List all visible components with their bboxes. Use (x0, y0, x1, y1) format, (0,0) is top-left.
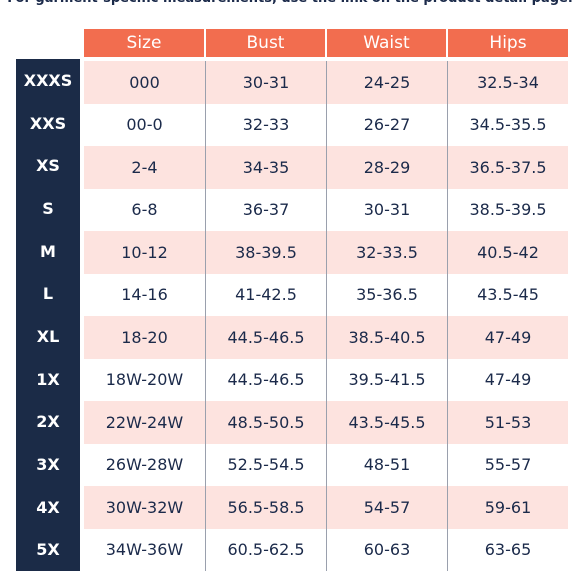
cell-waist: 24-25 (327, 61, 448, 104)
cell-bust: 36-37 (206, 188, 327, 231)
cell-hips: 43.5-45 (477, 285, 539, 305)
cell-waist: 30-31 (327, 188, 448, 231)
cell-hips: 32.5-34 (477, 72, 539, 92)
size-label: XXS (29, 113, 67, 133)
size-label: 2X (36, 412, 60, 432)
cell-hips: 38.5-39.5 (469, 200, 547, 220)
cell-hips: 59-61 (484, 497, 532, 517)
cell-bust: 34-35 (206, 146, 327, 189)
cell-hips: 47-49 (484, 327, 532, 347)
cell-size: 26W-28W (84, 443, 206, 486)
cell-waist: 60-63 (327, 528, 448, 571)
cell-size: 10-12 (84, 231, 206, 274)
table-row: 00-0 32-33 26-27 34.5-35.5 (84, 103, 568, 146)
cell-bust: 56.5-58.5 (206, 486, 327, 529)
size-label: XS (36, 156, 60, 176)
cell-bust: 41-42.5 (206, 273, 327, 316)
cell-bust: 52.5-54.5 (206, 443, 327, 486)
header-size: Size (84, 29, 206, 57)
size-table-body: 000 30-31 24-25 32.5-34 00-0 32-33 26-27 34.5-3… (84, 61, 568, 571)
cell-waist: 28-29 (327, 146, 448, 189)
table-row: 26W-28W 52.5-54.5 48-51 55-57 (84, 443, 568, 486)
table-row: 000 30-31 24-25 32.5-34 (84, 61, 568, 104)
cell-bust: 60.5-62.5 (206, 528, 327, 571)
cell-hips: 51-53 (484, 412, 532, 432)
size-label: XL (36, 326, 60, 346)
cell-waist: 35-36.5 (327, 273, 448, 316)
cell-waist: 54-57 (327, 486, 448, 529)
cell-bust: 32-33 (206, 103, 327, 146)
table-header: Size Bust Waist Hips (84, 29, 568, 57)
cell-waist: 39.5-41.5 (327, 358, 448, 401)
cell-size: 30W-32W (84, 486, 206, 529)
cell-size: 2-4 (84, 146, 206, 189)
size-label-column: XXXS XXS XS S M L XL 1X 2X 3X 4X 5X (16, 59, 80, 571)
cell-size: 00-0 (84, 103, 206, 146)
cell-bust: 38-39.5 (206, 231, 327, 274)
table-row: 14-16 41-42.5 35-36.5 43.5-45 (84, 273, 568, 316)
cell-bust: 44.5-46.5 (206, 316, 327, 359)
table-row: 6-8 36-37 30-31 38.5-39.5 (84, 188, 568, 231)
size-label: S (42, 198, 54, 218)
cell-waist: 26-27 (327, 103, 448, 146)
header-waist: Waist (327, 29, 448, 57)
cell-hips: 55-57 (484, 455, 532, 475)
cell-hips: 34.5-35.5 (469, 115, 547, 135)
table-row: 18W-20W 44.5-46.5 39.5-41.5 47-49 (84, 358, 568, 401)
cell-bust: 44.5-46.5 (206, 358, 327, 401)
cell-size: 14-16 (84, 273, 206, 316)
cell-hips: 40.5-42 (477, 242, 539, 262)
cell-waist: 43.5-45.5 (327, 401, 448, 444)
cell-waist: 32-33.5 (327, 231, 448, 274)
cell-size: 34W-36W (84, 528, 206, 571)
cell-bust: 30-31 (206, 61, 327, 104)
header-hips: Hips (448, 29, 568, 57)
cell-size: 22W-24W (84, 401, 206, 444)
size-label: XXXS (23, 70, 73, 90)
cell-size: 18W-20W (84, 358, 206, 401)
table-row: 34W-36W 60.5-62.5 60-63 63-65 (84, 528, 568, 571)
cell-waist: 48-51 (327, 443, 448, 486)
size-label: L (42, 284, 54, 304)
cell-hips: 36.5-37.5 (469, 157, 547, 177)
cell-bust: 48.5-50.5 (206, 401, 327, 444)
table-row: 2-4 34-35 28-29 36.5-37.5 (84, 146, 568, 189)
size-label: 3X (36, 454, 60, 474)
size-label: 4X (36, 497, 60, 517)
top-note: For garment-specific measurements, use t… (0, 0, 580, 9)
cell-waist: 38.5-40.5 (327, 316, 448, 359)
cell-size: 6-8 (84, 188, 206, 231)
table-row: 10-12 38-39.5 32-33.5 40.5-42 (84, 231, 568, 274)
size-label: 1X (36, 369, 60, 389)
cell-size: 18-20 (84, 316, 206, 359)
size-label: M (40, 241, 56, 261)
table-row: 30W-32W 56.5-58.5 54-57 59-61 (84, 486, 568, 529)
table-row: 22W-24W 48.5-50.5 43.5-45.5 51-53 (84, 401, 568, 444)
cell-hips: 47-49 (484, 370, 532, 390)
size-label: 5X (36, 540, 60, 560)
header-bust: Bust (206, 29, 327, 57)
cell-size: 000 (84, 61, 206, 104)
table-row: 18-20 44.5-46.5 38.5-40.5 47-49 (84, 316, 568, 359)
cell-hips: 63-65 (484, 540, 532, 560)
